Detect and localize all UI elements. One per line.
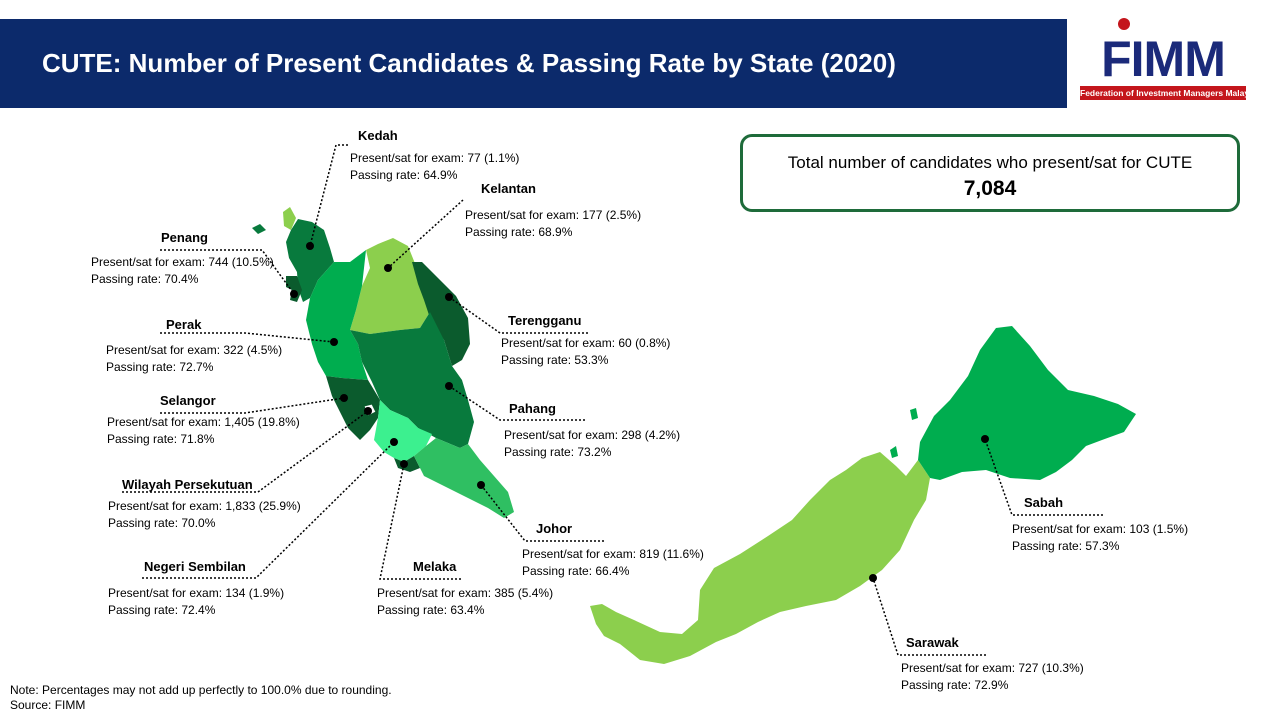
- region-islet: [910, 408, 918, 420]
- dot-perak: [330, 338, 338, 346]
- region-labuan: [890, 446, 898, 458]
- region-selangor: [326, 376, 380, 440]
- page-title: CUTE: Number of Present Candidates & Pas…: [42, 48, 896, 78]
- region-penang: [286, 276, 302, 302]
- leader-selangor: [160, 397, 345, 414]
- region-langkawi: [252, 224, 266, 234]
- state-present-johor: Present/sat for exam: 819 (11.6%): [522, 547, 704, 561]
- state-passing-penang: Passing rate: 70.4%: [91, 272, 199, 286]
- leader-kedah: [309, 144, 348, 247]
- leader-negeri-sembilan: [142, 441, 395, 579]
- dot-kedah: [306, 242, 314, 250]
- state-present-penang: Present/sat for exam: 744 (10.5%): [91, 255, 274, 269]
- dot-pahang: [445, 382, 453, 390]
- state-name-melaka: Melaka: [413, 559, 457, 574]
- state-name-wilayah-persekutuan: Wilayah Persekutuan: [122, 477, 253, 492]
- dot-sarawak: [869, 574, 877, 582]
- logo-wordmark: FIMM: [1101, 31, 1226, 87]
- state-present-melaka: Present/sat for exam: 385 (5.4%): [377, 586, 554, 600]
- state-name-kelantan: Kelantan: [481, 181, 536, 196]
- state-present-selangor: Present/sat for exam: 1,405 (19.8%): [107, 415, 300, 429]
- dot-penang: [290, 290, 298, 298]
- state-name-kedah: Kedah: [358, 128, 398, 143]
- header-bar: [0, 19, 1067, 108]
- logo-dot-icon: [1118, 18, 1130, 30]
- leader-penang: [160, 249, 295, 295]
- state-present-sabah: Present/sat for exam: 103 (1.5%): [1012, 522, 1189, 536]
- state-name-selangor: Selangor: [160, 393, 216, 408]
- state-present-terengganu: Present/sat for exam: 60 (0.8%): [501, 336, 671, 350]
- region-johor: [414, 438, 514, 518]
- state-present-perak: Present/sat for exam: 322 (4.5%): [106, 343, 283, 357]
- region-terengganu: [412, 262, 470, 366]
- dot-terengganu: [445, 293, 453, 301]
- state-name-terengganu: Terengganu: [508, 313, 582, 328]
- state-present-negeri-sembilan: Present/sat for exam: 134 (1.9%): [108, 586, 285, 600]
- state-passing-selangor: Passing rate: 71.8%: [107, 432, 215, 446]
- region-perlis: [283, 207, 296, 230]
- state-passing-perak: Passing rate: 72.7%: [106, 360, 214, 374]
- leader-perak: [160, 332, 335, 343]
- state-passing-johor: Passing rate: 66.4%: [522, 564, 630, 578]
- state-passing-terengganu: Passing rate: 53.3%: [501, 353, 609, 367]
- footnote-source: Source: FIMM: [10, 698, 86, 712]
- state-passing-sabah: Passing rate: 57.3%: [1012, 539, 1120, 553]
- dot-melaka: [400, 460, 408, 468]
- dot-negeri-sembilan: [390, 438, 398, 446]
- dot-selangor: [340, 394, 348, 402]
- state-present-kelantan: Present/sat for exam: 177 (2.5%): [465, 208, 642, 222]
- state-name-penang: Penang: [161, 230, 208, 245]
- state-name-sabah: Sabah: [1024, 495, 1064, 510]
- state-name-pahang: Pahang: [509, 401, 556, 416]
- leader-wilayah: [122, 410, 369, 493]
- state-passing-negeri-sembilan: Passing rate: 72.4%: [108, 603, 216, 617]
- state-name-johor: Johor: [536, 521, 573, 536]
- state-passing-kelantan: Passing rate: 68.9%: [465, 225, 573, 239]
- state-passing-melaka: Passing rate: 63.4%: [377, 603, 485, 617]
- leader-sarawak: [872, 577, 986, 656]
- state-present-kedah: Present/sat for exam: 77 (1.1%): [350, 151, 520, 165]
- state-name-sarawak: Sarawak: [906, 635, 959, 650]
- leader-sabah: [984, 438, 1103, 516]
- state-present-pahang: Present/sat for exam: 298 (4.2%): [504, 428, 681, 442]
- dot-johor: [477, 481, 485, 489]
- state-passing-wilayah-persekutuan: Passing rate: 70.0%: [108, 516, 216, 530]
- state-passing-sarawak: Passing rate: 72.9%: [901, 678, 1009, 692]
- region-perak: [306, 250, 368, 380]
- dot-sabah: [981, 435, 989, 443]
- state-passing-pahang: Passing rate: 73.2%: [504, 445, 612, 459]
- leader-pahang: [448, 385, 585, 421]
- leader-kelantan: [387, 199, 464, 269]
- state-name-perak: Perak: [166, 317, 202, 332]
- dot-wilayah: [364, 407, 372, 415]
- state-passing-kedah: Passing rate: 64.9%: [350, 168, 458, 182]
- footnote-note: Note: Percentages may not add up perfect…: [10, 683, 392, 697]
- fimm-logo: FIMM Federation of Investment Managers M…: [1078, 18, 1261, 102]
- state-present-sarawak: Present/sat for exam: 727 (10.3%): [901, 661, 1084, 675]
- state-present-wilayah-persekutuan: Present/sat for exam: 1,833 (25.9%): [108, 499, 301, 513]
- total-value: 7,084: [963, 177, 1017, 200]
- region-pahang: [350, 312, 474, 448]
- leader-melaka: [379, 463, 461, 580]
- footnote: Note: Percentages may not add up perfect…: [10, 683, 392, 713]
- region-sabah: [918, 326, 1136, 480]
- logo-tagline: Federation of Investment Managers Malays…: [1080, 86, 1261, 100]
- dot-kelantan: [384, 264, 392, 272]
- region-sarawak: [590, 452, 930, 664]
- state-name-negeri-sembilan: Negeri Sembilan: [144, 559, 246, 574]
- leader-terengganu: [448, 296, 588, 334]
- total-label: Total number of candidates who present/s…: [787, 153, 1193, 172]
- region-kelantan: [350, 238, 430, 334]
- total-box: Total number of candidates who present/s…: [740, 134, 1240, 212]
